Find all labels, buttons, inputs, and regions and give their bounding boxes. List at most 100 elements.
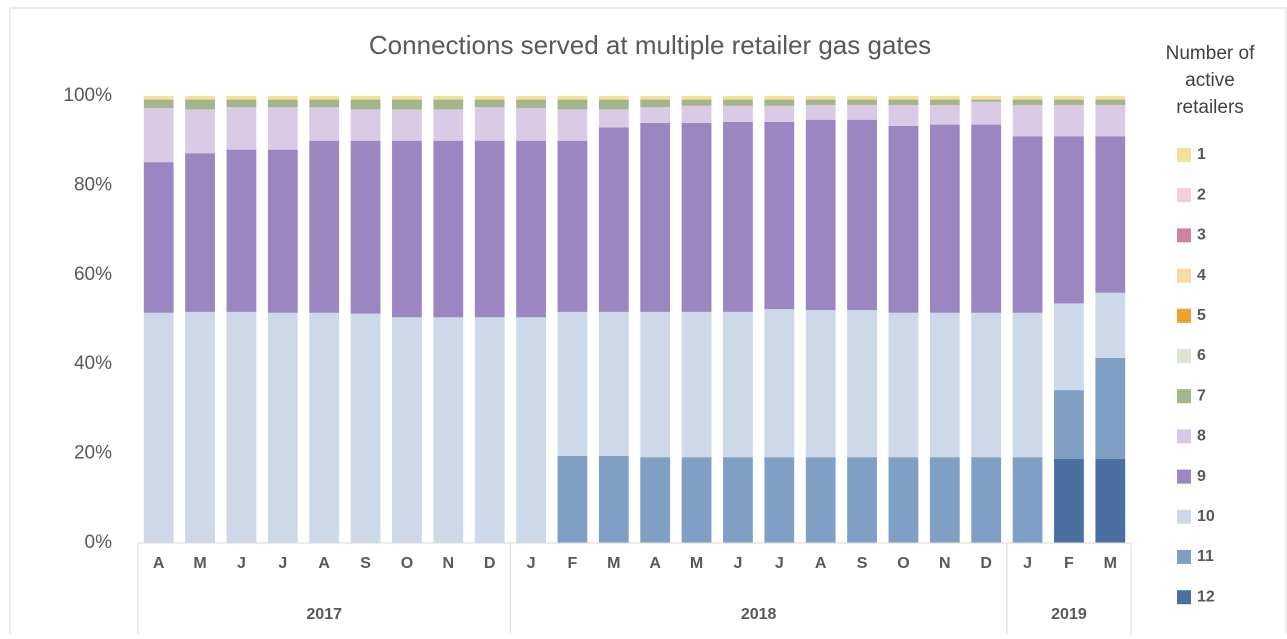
bar-segment [723,457,753,543]
bar-segment [888,457,919,543]
y-tick-label: 80% [74,174,112,195]
legend-swatch [1177,268,1191,283]
bar-segment [971,99,1002,102]
bar-segment [185,99,215,110]
bar-segment [226,96,257,100]
bar-segment [847,99,877,105]
legend-swatch [1177,228,1191,243]
bar-segment [681,105,712,123]
bar-segment [433,140,464,318]
bar-segment [888,99,919,105]
legend-swatch [1177,429,1191,444]
bar-segment [805,119,836,311]
bar-segment [888,312,919,458]
bar-segment [516,96,546,100]
bar-segment [267,149,298,313]
bar-segment [557,109,588,141]
x-tick-label: N [939,555,951,572]
bar-segment [557,140,588,312]
bar-segment [433,109,464,141]
bar-segment [929,124,960,313]
bar-segment [1054,303,1084,391]
bar-segment [474,140,505,318]
bar-segment [805,99,836,105]
bar-segment [143,162,174,313]
legend-label: 3 [1197,227,1206,244]
bar-segment [681,457,712,543]
bar-segment [516,317,546,543]
bar-segment [433,99,464,110]
legend-swatch [1177,148,1191,162]
bar-segment [474,99,505,108]
x-tick-label: A [318,555,330,572]
bar-segment [392,109,422,141]
bar-segment [1095,99,1126,105]
bar-segment [557,96,588,100]
legend-label: 9 [1197,468,1206,485]
bar-segment [598,127,629,312]
bar-segment [971,101,1002,125]
bar-segment [598,99,629,110]
bar-segment [309,107,340,141]
bar-segment [226,311,257,543]
legend-label: 2 [1197,186,1206,203]
x-tick-label: N [443,555,455,572]
y-tick-label: 60% [74,264,112,285]
legend-swatch [1177,469,1191,484]
legend-label: 7 [1197,387,1206,404]
legend-label: 6 [1197,347,1206,364]
legend-swatch [1177,308,1191,323]
bar-segment [598,96,629,100]
bar-segment [267,99,298,108]
bar-segment [350,313,381,543]
bar-segment [723,96,753,100]
y-tick-label: 0% [85,532,113,553]
bar-segment [1012,99,1043,105]
bar-segment [1095,104,1126,137]
bar-segment [1012,312,1043,458]
bar-segment [888,125,919,313]
bar-segment [433,317,464,543]
x-tick-label: M [607,555,620,572]
bar-segment [1054,99,1084,105]
legend-swatch [1177,188,1191,203]
bar-segment [557,455,588,543]
x-tick-label: S [857,555,868,572]
bar-segment [764,309,795,458]
x-tick-label: J [733,555,742,572]
x-group-label: 2017 [306,606,342,623]
bar-segment [971,312,1002,458]
bar-segment [1095,357,1126,459]
x-tick-label: F [568,555,578,572]
x-tick-label: O [897,555,909,572]
legend-swatch [1177,389,1191,404]
bar-segment [640,122,671,312]
bar-segment [764,121,795,310]
legend-label: 10 [1197,508,1215,525]
bar-segment [350,140,381,314]
bar-segment [1012,96,1043,100]
bar-segment [1095,458,1126,543]
x-tick-label: D [484,555,496,572]
bar-segment [847,119,877,311]
legend-label: 1 [1197,146,1206,163]
x-tick-label: A [649,555,661,572]
bar-segment [971,457,1002,543]
x-tick-label: J [775,555,784,572]
bar-segment [516,99,546,109]
bar-segment [681,99,712,106]
bar-segment [764,457,795,543]
legend-label: 4 [1197,267,1206,284]
bar-segment [474,96,505,100]
bar-segment [723,105,753,122]
bar-segment [847,457,877,543]
bar-segment [185,153,215,312]
x-tick-label: M [193,555,206,572]
bar-segment [929,99,960,105]
x-tick-label: M [1104,555,1117,572]
bar-segment [226,107,257,150]
bar-segment [557,311,588,456]
x-tick-label: F [1064,555,1074,572]
